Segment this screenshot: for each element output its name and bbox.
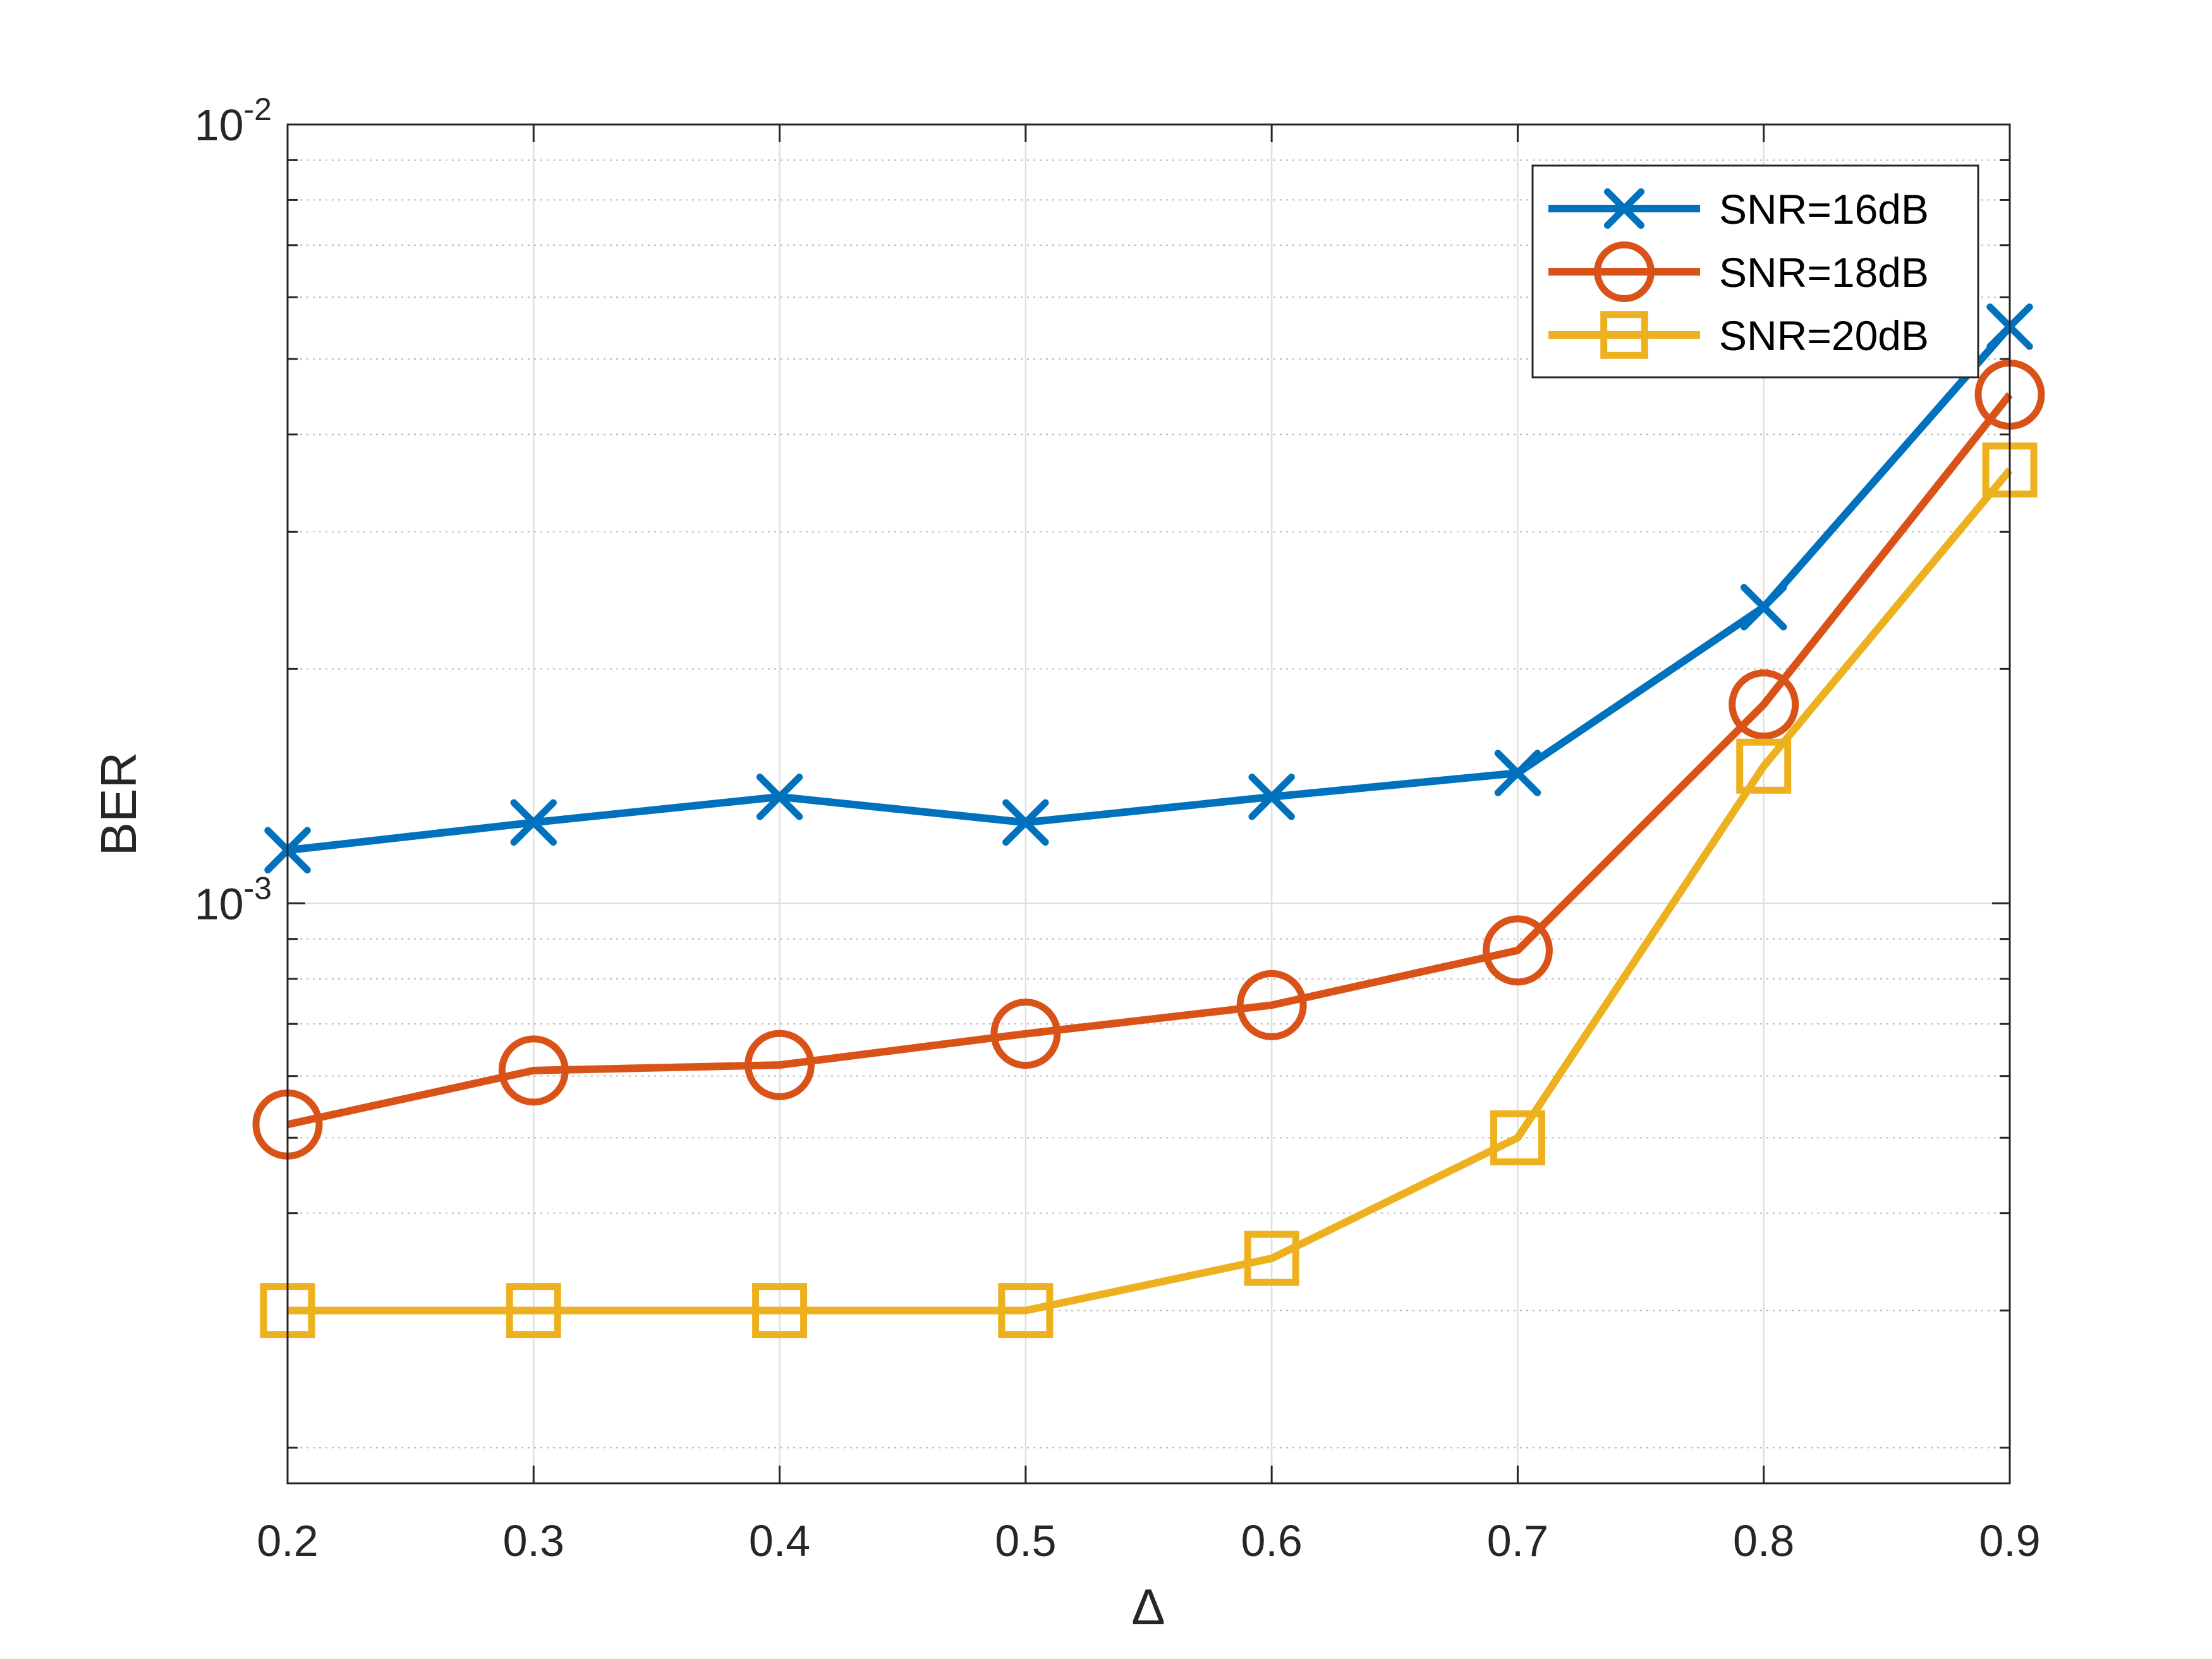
legend-marker xyxy=(1603,188,1645,229)
x-tick-label: 0.2 xyxy=(257,1516,318,1565)
legend: SNR=16dB SNR=18dB SNR=20dB xyxy=(1531,164,1979,379)
y-tick-label: 10-2 xyxy=(195,92,272,150)
marker-x-stroke xyxy=(1002,799,1049,846)
x-tick-label: 0.3 xyxy=(503,1516,564,1565)
data-point xyxy=(1482,915,1553,986)
x-tick-label: 0.9 xyxy=(1979,1516,2040,1565)
legend-marker xyxy=(1600,311,1648,359)
legend-label: SNR=20dB xyxy=(1719,312,1929,359)
series-line xyxy=(286,392,2013,1129)
marker-x-stroke xyxy=(1248,774,1295,820)
x-tick-label: 0.5 xyxy=(995,1516,1056,1565)
data-point xyxy=(1244,1231,1299,1286)
series-layer xyxy=(252,303,2045,1339)
axes-box xyxy=(286,123,2011,1485)
series-line xyxy=(287,324,2013,854)
data-point xyxy=(510,799,557,846)
y-tick-label: 10-3 xyxy=(195,870,272,928)
data-point xyxy=(1002,799,1049,846)
marker-x-stroke xyxy=(1494,750,1541,796)
x-tick-label: 0.8 xyxy=(1733,1516,1794,1565)
series-line xyxy=(288,467,2013,1315)
x-tick-label: 0.4 xyxy=(749,1516,810,1565)
data-point xyxy=(752,1283,808,1339)
data-point xyxy=(1729,669,1799,740)
legend-entry: SNR=20dB xyxy=(1548,311,1929,359)
x-tick-label: 0.6 xyxy=(1241,1516,1302,1565)
marker-x-stroke xyxy=(510,799,557,846)
series-1 xyxy=(264,303,2033,873)
legend-label: SNR=18dB xyxy=(1719,249,1929,296)
data-point xyxy=(498,1035,569,1106)
data-point xyxy=(1494,750,1541,796)
data-point xyxy=(990,999,1061,1069)
data-point xyxy=(1736,738,1792,794)
marker-x-stroke xyxy=(1741,584,1787,631)
marker-x-stroke xyxy=(756,774,803,820)
marker-x-stroke xyxy=(1603,188,1645,229)
data-point xyxy=(1248,774,1295,820)
data-point xyxy=(1236,969,1307,1040)
x-tick-label: 0.7 xyxy=(1487,1516,1548,1565)
data-point xyxy=(756,774,803,820)
data-point xyxy=(998,1283,1054,1339)
x-axis-label: Δ xyxy=(1131,1579,1165,1635)
legend-label: SNR=16dB xyxy=(1719,186,1929,233)
legend-marker xyxy=(1594,241,1655,302)
data-point xyxy=(744,1030,815,1100)
legend-entry: SNR=18dB xyxy=(1548,241,1929,302)
tick-labels: 0.2 0.3 0.4 0.5 0.6 0.7 0.8 0.9 10-3 10-2 xyxy=(195,92,2041,1565)
legend-entry: SNR=16dB xyxy=(1548,186,1929,233)
data-point xyxy=(506,1283,561,1339)
y-axis-label: BER xyxy=(90,752,147,856)
data-point xyxy=(1490,1110,1545,1165)
data-point xyxy=(1741,584,1787,631)
